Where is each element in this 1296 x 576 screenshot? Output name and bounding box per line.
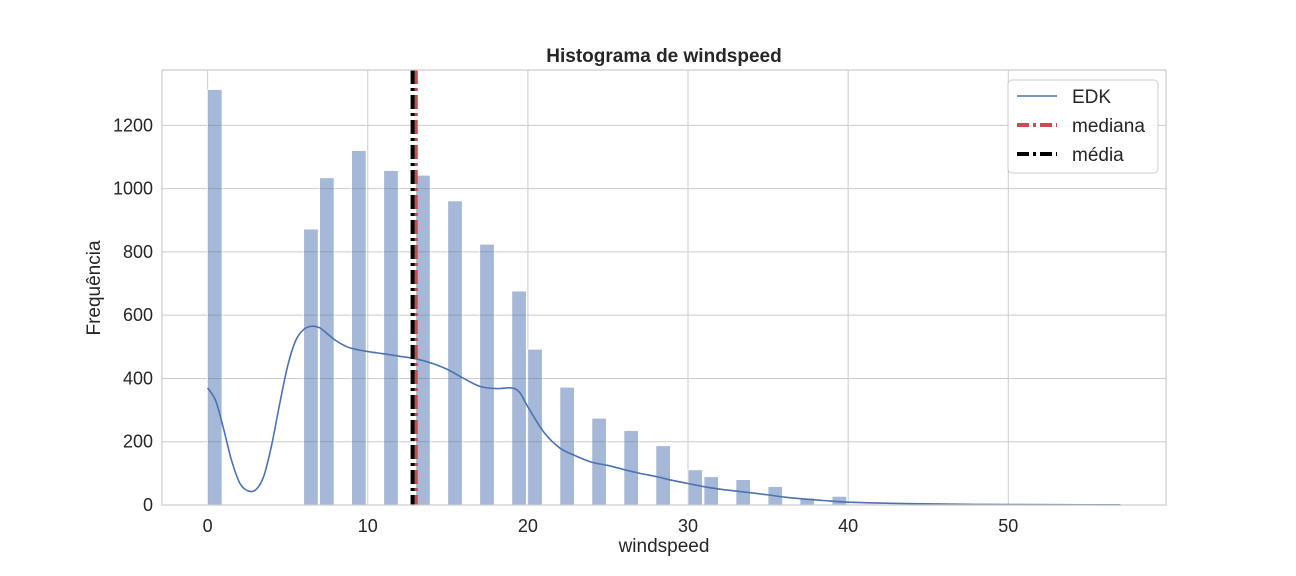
histogram-bar: [703, 476, 719, 506]
x-tick-label: 50: [998, 516, 1018, 536]
histogram-bar: [655, 445, 671, 506]
histogram-bar: [351, 150, 367, 506]
histogram-bar: [479, 244, 495, 506]
y-tick-label: 400: [123, 368, 153, 388]
y-tick-label: 200: [123, 432, 153, 452]
x-tick-label: 0: [203, 516, 213, 536]
y-tick-label: 800: [123, 242, 153, 262]
legend-label: mediana: [1072, 116, 1145, 137]
legend: EDK mediana média: [1007, 79, 1159, 174]
legend-label: EDK: [1072, 87, 1111, 108]
y-tick-label: 0: [143, 495, 153, 515]
histogram-bars: [207, 89, 1135, 506]
histogram-bar: [447, 200, 463, 506]
x-axis-label: windspeed: [618, 536, 710, 557]
x-tick-label: 40: [838, 516, 858, 536]
histogram-bar: [415, 175, 431, 506]
histogram-bar: [319, 177, 335, 506]
chart-title: Histograma de windspeed: [546, 46, 781, 67]
histogram-bar: [623, 430, 639, 506]
x-tick-labels: 0 10 20 30 40 50: [203, 516, 1019, 536]
histogram-bar: [207, 89, 223, 506]
y-axis-label: Frequência: [84, 240, 105, 335]
histogram-bar: [511, 290, 527, 506]
histogram-bar: [383, 170, 399, 506]
y-tick-label: 1000: [113, 179, 153, 199]
y-tick-labels: 0 200 400 600 800 1000 1200: [113, 115, 153, 515]
histogram-bar: [591, 418, 607, 506]
histogram-bar: [559, 387, 575, 506]
kde-line: [206, 325, 1121, 506]
x-tick-label: 30: [678, 516, 698, 536]
histogram-bar: [687, 469, 703, 506]
legend-label: média: [1072, 145, 1124, 166]
x-tick-label: 10: [358, 516, 378, 536]
plot-frame: [161, 69, 1167, 506]
x-tick-label: 20: [518, 516, 538, 536]
histogram-bar: [303, 228, 319, 506]
y-tick-label: 600: [123, 305, 153, 325]
y-tick-label: 1200: [113, 115, 153, 135]
legend-box: [1007, 79, 1159, 174]
reference-lines: [410, 70, 418, 505]
